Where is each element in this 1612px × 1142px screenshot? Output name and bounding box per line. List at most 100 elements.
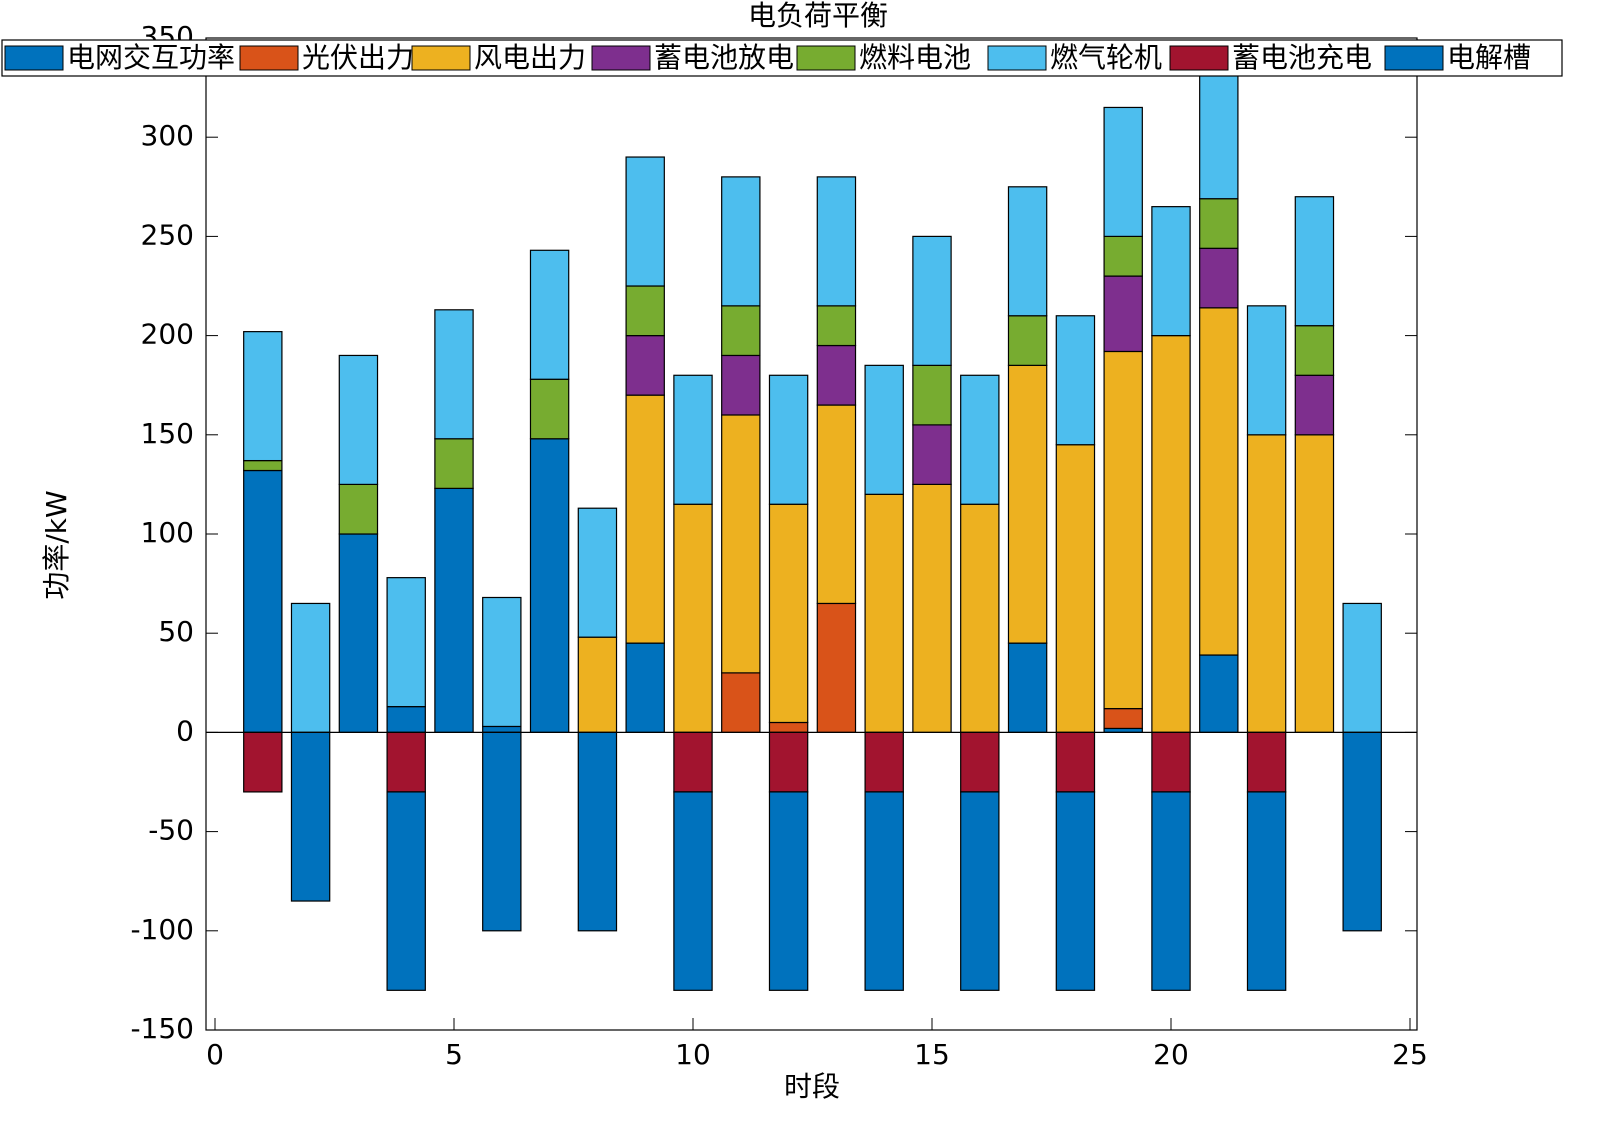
bar-segment xyxy=(960,731,1000,793)
bar-segment xyxy=(1007,642,1048,733)
bar-segment xyxy=(1151,791,1191,991)
legend-label: 燃料电池 xyxy=(859,41,971,74)
y-tick-label: 50 xyxy=(158,615,194,648)
bar-segment xyxy=(864,731,904,793)
x-tick-label: 0 xyxy=(206,1038,224,1071)
legend-label: 蓄电池充电 xyxy=(1232,41,1372,74)
bar-segment xyxy=(1294,374,1335,436)
bar-segment xyxy=(482,725,522,733)
bar-segment xyxy=(338,354,379,486)
chart-title: 电负荷平衡 xyxy=(748,0,888,32)
bar-segment xyxy=(864,364,904,495)
y-tick-label: 100 xyxy=(141,516,194,549)
bar-segment xyxy=(625,394,665,644)
legend-swatch xyxy=(987,45,1047,71)
bar-segment xyxy=(1151,731,1191,793)
bar-segment xyxy=(1007,186,1048,317)
bar-segment xyxy=(673,731,713,793)
bar-segment xyxy=(721,176,761,307)
bar-segment xyxy=(768,721,809,733)
bar-segment xyxy=(912,424,952,486)
bar-segment xyxy=(912,483,952,733)
bar-segment xyxy=(768,731,809,793)
legend-swatch xyxy=(1384,45,1444,71)
x-tick-label: 10 xyxy=(675,1038,711,1071)
bar-segment xyxy=(1103,106,1143,238)
y-tick-label: 200 xyxy=(141,318,194,351)
bar-segment xyxy=(1199,654,1239,733)
bar-segment xyxy=(721,414,761,674)
bar-segment xyxy=(529,249,570,380)
bar-segment xyxy=(577,507,618,638)
bar-segment xyxy=(1055,731,1096,793)
bar-segment xyxy=(768,791,809,991)
bar-segment xyxy=(721,305,761,357)
bar-segment xyxy=(1055,444,1096,733)
bar-segment xyxy=(1103,275,1143,353)
bar-segment xyxy=(721,354,761,416)
bar-segment xyxy=(1055,315,1096,446)
bar-segment xyxy=(290,731,331,902)
bar-segment xyxy=(1342,602,1382,734)
bar-segment xyxy=(1199,198,1239,249)
bar-segment xyxy=(1007,364,1048,644)
legend-label: 蓄电池放电 xyxy=(654,41,794,74)
legend-swatch xyxy=(591,45,651,71)
bar-segment xyxy=(1246,791,1287,991)
bar-segment xyxy=(386,791,426,991)
bar-segment xyxy=(386,706,426,733)
bar-segment xyxy=(816,602,857,734)
bar-segment xyxy=(1151,206,1191,337)
bar-segment xyxy=(482,731,522,932)
bar-segment xyxy=(529,438,570,733)
bar-segment xyxy=(243,331,283,462)
bar-segment xyxy=(912,235,952,366)
bar-segment xyxy=(768,374,809,505)
bar-segment xyxy=(768,503,809,724)
bar-segment xyxy=(529,378,570,440)
bar-segment xyxy=(1199,247,1239,309)
bar-segment xyxy=(1294,434,1335,733)
bar-segment xyxy=(960,791,1000,991)
bar-segment xyxy=(960,503,1000,733)
bar-segment xyxy=(625,335,665,396)
x-axis-label: 时段 xyxy=(784,1070,840,1103)
bar-segment xyxy=(1246,434,1287,733)
bar-segment xyxy=(1055,791,1096,991)
bar-segment xyxy=(816,344,857,406)
x-tick-label: 25 xyxy=(1392,1038,1428,1071)
legend-label: 风电出力 xyxy=(474,41,586,74)
x-tick-label: 5 xyxy=(445,1038,463,1071)
bar-segment xyxy=(816,305,857,347)
bar-segment xyxy=(1246,731,1287,793)
legend-label: 光伏出力 xyxy=(302,41,414,74)
bar-segment xyxy=(338,533,379,733)
bar-segment xyxy=(1294,325,1335,376)
bar-segment xyxy=(386,577,426,708)
bar-segment xyxy=(482,596,522,728)
legend-swatch xyxy=(1169,45,1229,71)
bar-segment xyxy=(1151,335,1191,733)
legend-swatch xyxy=(796,45,856,71)
bar-segment xyxy=(1103,350,1143,710)
bar-segment xyxy=(577,636,618,734)
bar-segment xyxy=(434,438,474,489)
bar-segment xyxy=(1199,69,1239,200)
x-tick-label: 15 xyxy=(914,1038,950,1071)
bar-segment xyxy=(434,487,474,734)
x-tick-label: 20 xyxy=(1153,1038,1189,1071)
y-tick-label: -150 xyxy=(130,1012,194,1045)
legend-label: 电网交互功率 xyxy=(67,41,235,74)
bar-segment xyxy=(1342,731,1382,932)
bar-segment xyxy=(243,731,283,793)
bar-segment xyxy=(960,374,1000,505)
bar-segment xyxy=(290,602,331,734)
legend-label: 电解槽 xyxy=(1447,41,1531,74)
bar-segment xyxy=(912,364,952,426)
bar-segment xyxy=(1103,707,1143,730)
bar-segment xyxy=(673,791,713,991)
bar-segment xyxy=(577,731,618,932)
bar-segment xyxy=(338,483,379,535)
bar-segment xyxy=(864,791,904,991)
